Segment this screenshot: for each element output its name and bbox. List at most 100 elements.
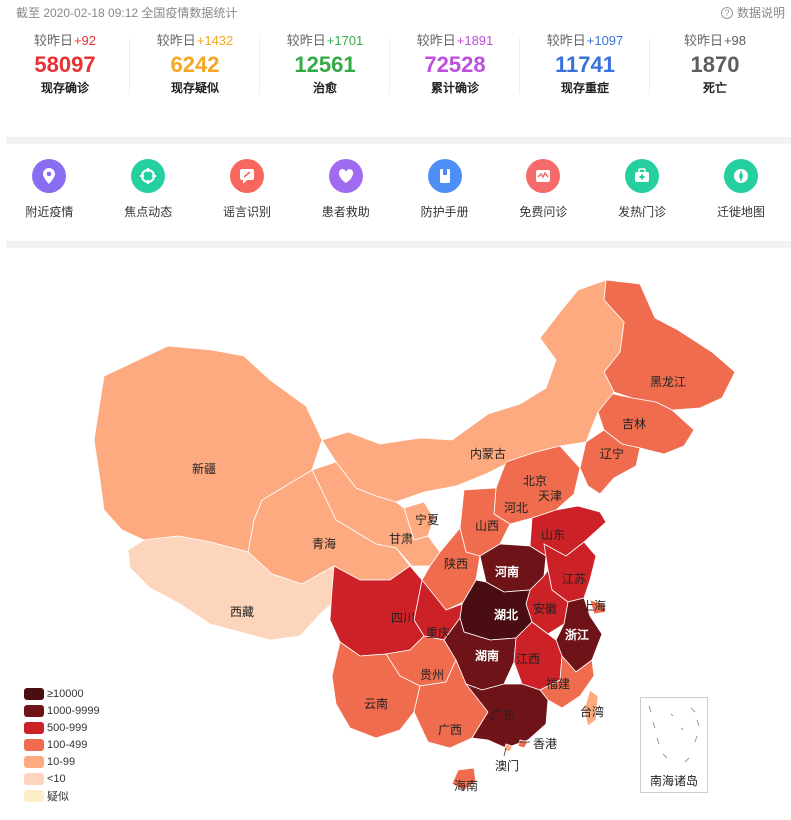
province-shape[interactable] — [451, 767, 477, 791]
stat-label: 治愈 — [312, 81, 337, 95]
province-label: 黑龙江 — [650, 375, 686, 389]
feature-button[interactable]: 附近疫情 — [0, 155, 99, 240]
province-label: 河北 — [504, 501, 528, 515]
legend-item[interactable]: 1000-9999 — [24, 702, 100, 719]
province-shape[interactable] — [583, 689, 599, 727]
province-label: 辽宁 — [600, 446, 624, 461]
stat-delta: 较昨日+1432 — [130, 32, 260, 50]
feature-label: 谣言识别 — [222, 205, 271, 219]
stats-summary: 较昨日+92 58097 现存确诊 较昨日+1432 6242 现存疑似 较昨日+1701 1… — [0, 32, 791, 104]
legend-label: 100-499 — [47, 738, 88, 751]
stat-delta-value: +1891 — [456, 33, 494, 48]
stat-delta-value: +1701 — [326, 33, 364, 48]
legend-item[interactable]: 100-499 — [24, 736, 100, 753]
province-label: 福建 — [546, 676, 570, 691]
legend-swatch — [24, 772, 44, 785]
legend-label: ≥10000 — [47, 687, 84, 700]
stat-card: 较昨日+1701 12561 治愈 — [260, 32, 390, 104]
feature-label: 附近疫情 — [25, 205, 74, 219]
legend-swatch — [24, 704, 44, 717]
divider — [6, 241, 791, 248]
province-label: 广西 — [438, 723, 462, 737]
province-label: 上海 — [582, 598, 606, 613]
province-label: 河南 — [494, 564, 519, 579]
feature-menu: 附近疫情 焦点动态 谣言识别 患者救助 防护手册 免费问诊 发热门诊 迁徙地图 — [0, 155, 791, 240]
feature-button[interactable]: 发热门诊 — [593, 155, 692, 240]
stat-delta-label: 较昨日 — [33, 33, 73, 48]
stat-delta: 较昨日+1097 — [520, 32, 650, 50]
province-label: 重庆 — [426, 626, 450, 640]
feature-label: 防护手册 — [420, 205, 469, 219]
stat-delta-label: 较昨日 — [683, 33, 723, 48]
province-label: 天津 — [538, 489, 562, 503]
feature-label: 发热门诊 — [618, 205, 667, 219]
province-label: 广东 — [491, 708, 515, 722]
province-label: 江西 — [516, 652, 540, 666]
province-shape[interactable] — [597, 391, 695, 455]
province-shape[interactable] — [517, 739, 529, 749]
stat-label: 累计确诊 — [430, 81, 479, 95]
province-shape[interactable] — [331, 641, 421, 739]
legend-swatch — [24, 789, 44, 802]
province-shape[interactable] — [127, 535, 337, 641]
legend-item[interactable]: 500-999 — [24, 719, 100, 736]
compass-icon — [723, 159, 758, 193]
province-label: 香港 — [533, 737, 557, 751]
province-label: 湖南 — [475, 648, 499, 663]
feature-button[interactable]: 焦点动态 — [99, 155, 198, 240]
data-help-button[interactable]: ? 数据说明 — [720, 4, 785, 21]
legend-label: 500-999 — [47, 721, 88, 734]
province-shape[interactable] — [503, 743, 513, 753]
stat-card: 较昨日+92 58097 现存确诊 — [0, 32, 130, 104]
province-label: 台湾 — [580, 704, 604, 719]
legend-item[interactable]: 10-99 — [24, 753, 100, 770]
province-shape[interactable] — [93, 345, 323, 553]
legend-label: <10 — [47, 772, 66, 785]
stat-value: 11741 — [555, 52, 615, 77]
feature-label: 焦点动态 — [124, 205, 173, 219]
province-shape[interactable] — [464, 683, 549, 749]
stat-delta: 较昨日+1891 — [390, 32, 520, 50]
feature-button[interactable]: 迁徙地图 — [692, 155, 791, 240]
stat-value: 6242 — [170, 52, 220, 77]
legend-item[interactable]: ≥10000 — [24, 685, 100, 702]
legend-item[interactable]: 疑似 — [24, 787, 100, 804]
leader-line — [503, 747, 507, 757]
stat-value: 1870 — [690, 52, 740, 77]
legend-item[interactable]: <10 — [24, 770, 100, 787]
data-timestamp: 截至 2020-02-18 09:12 全国疫情数据统计 — [16, 6, 238, 20]
stat-label: 现存重症 — [560, 81, 609, 95]
stat-delta: 较昨日+92 — [0, 32, 130, 50]
feature-button[interactable]: 谣言识别 — [198, 155, 297, 240]
islands-dashes — [648, 705, 700, 763]
stat-card: 较昨日+1891 72528 累计确诊 — [390, 32, 520, 104]
legend-swatch — [24, 687, 44, 700]
legend-label: 1000-9999 — [47, 704, 100, 717]
province-label: 山东 — [541, 528, 565, 542]
consult-icon — [526, 159, 561, 193]
province-label: 吉林 — [622, 417, 646, 431]
province-label: 四川 — [391, 611, 415, 625]
stat-card: 较昨日+1097 11741 现存重症 — [520, 32, 650, 104]
province-shape[interactable] — [603, 279, 736, 411]
feature-button[interactable]: 防护手册 — [395, 155, 494, 240]
province-label: 宁夏 — [415, 512, 439, 527]
province-label: 青海 — [312, 536, 336, 551]
province-shape[interactable] — [579, 429, 641, 495]
province-label: 内蒙古 — [470, 446, 506, 461]
stat-card: 较昨日+1432 6242 现存疑似 — [130, 32, 260, 104]
province-label: 安徽 — [533, 601, 557, 616]
legend-label: 10-99 — [47, 755, 76, 768]
feature-label: 患者救助 — [321, 205, 370, 219]
province-label: 北京 — [523, 474, 547, 488]
stat-label: 现存疑似 — [170, 81, 219, 95]
stat-label: 现存确诊 — [40, 81, 89, 95]
south-sea-islands-inset: 南海诸岛 — [640, 697, 708, 793]
feature-button[interactable]: 患者救助 — [296, 155, 395, 240]
province-shape[interactable] — [539, 655, 595, 709]
feature-button[interactable]: 免费问诊 — [494, 155, 593, 240]
question-icon: ? — [720, 6, 733, 19]
stat-delta: 较昨日+98 — [650, 32, 780, 50]
legend-label: 疑似 — [47, 790, 69, 803]
province-shape[interactable] — [589, 599, 607, 615]
